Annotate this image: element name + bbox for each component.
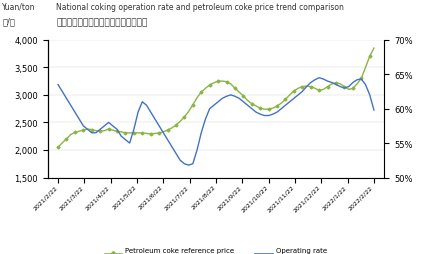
Operating rate <box>165 138 170 141</box>
Operating rate <box>224 95 229 98</box>
Operating rate <box>262 115 267 118</box>
Petroleum coke reference price <box>257 107 263 110</box>
Petroleum coke reference price <box>266 108 271 111</box>
Operating rate <box>55 84 60 87</box>
Text: 全国焦化开工率与石油焦价格走势对比: 全国焦化开工率与石油焦价格走势对比 <box>56 18 148 27</box>
Operating rate <box>372 109 377 112</box>
Line: Operating rate: Operating rate <box>58 78 374 165</box>
Petroleum coke reference price <box>55 146 60 149</box>
Text: 元/吨: 元/吨 <box>2 18 15 27</box>
Legend: Petroleum coke reference price
石油焦参考价格, Operating rate
开工率: Petroleum coke reference price 石油焦参考价格, … <box>102 244 330 254</box>
Operating rate <box>186 164 191 167</box>
Petroleum coke reference price <box>220 80 225 83</box>
Text: Yuan/ton: Yuan/ton <box>2 3 36 11</box>
Petroleum coke reference price <box>372 47 377 50</box>
Petroleum coke reference price <box>85 128 90 131</box>
Operating rate <box>270 113 276 116</box>
Operating rate <box>317 77 322 80</box>
Petroleum coke reference price <box>165 129 170 132</box>
Operating rate <box>312 79 318 82</box>
Line: Petroleum coke reference price: Petroleum coke reference price <box>57 48 375 149</box>
Text: National coking operation rate and petroleum coke price trend comparison: National coking operation rate and petro… <box>56 3 344 11</box>
Petroleum coke reference price <box>308 86 313 89</box>
Operating rate <box>85 128 90 131</box>
